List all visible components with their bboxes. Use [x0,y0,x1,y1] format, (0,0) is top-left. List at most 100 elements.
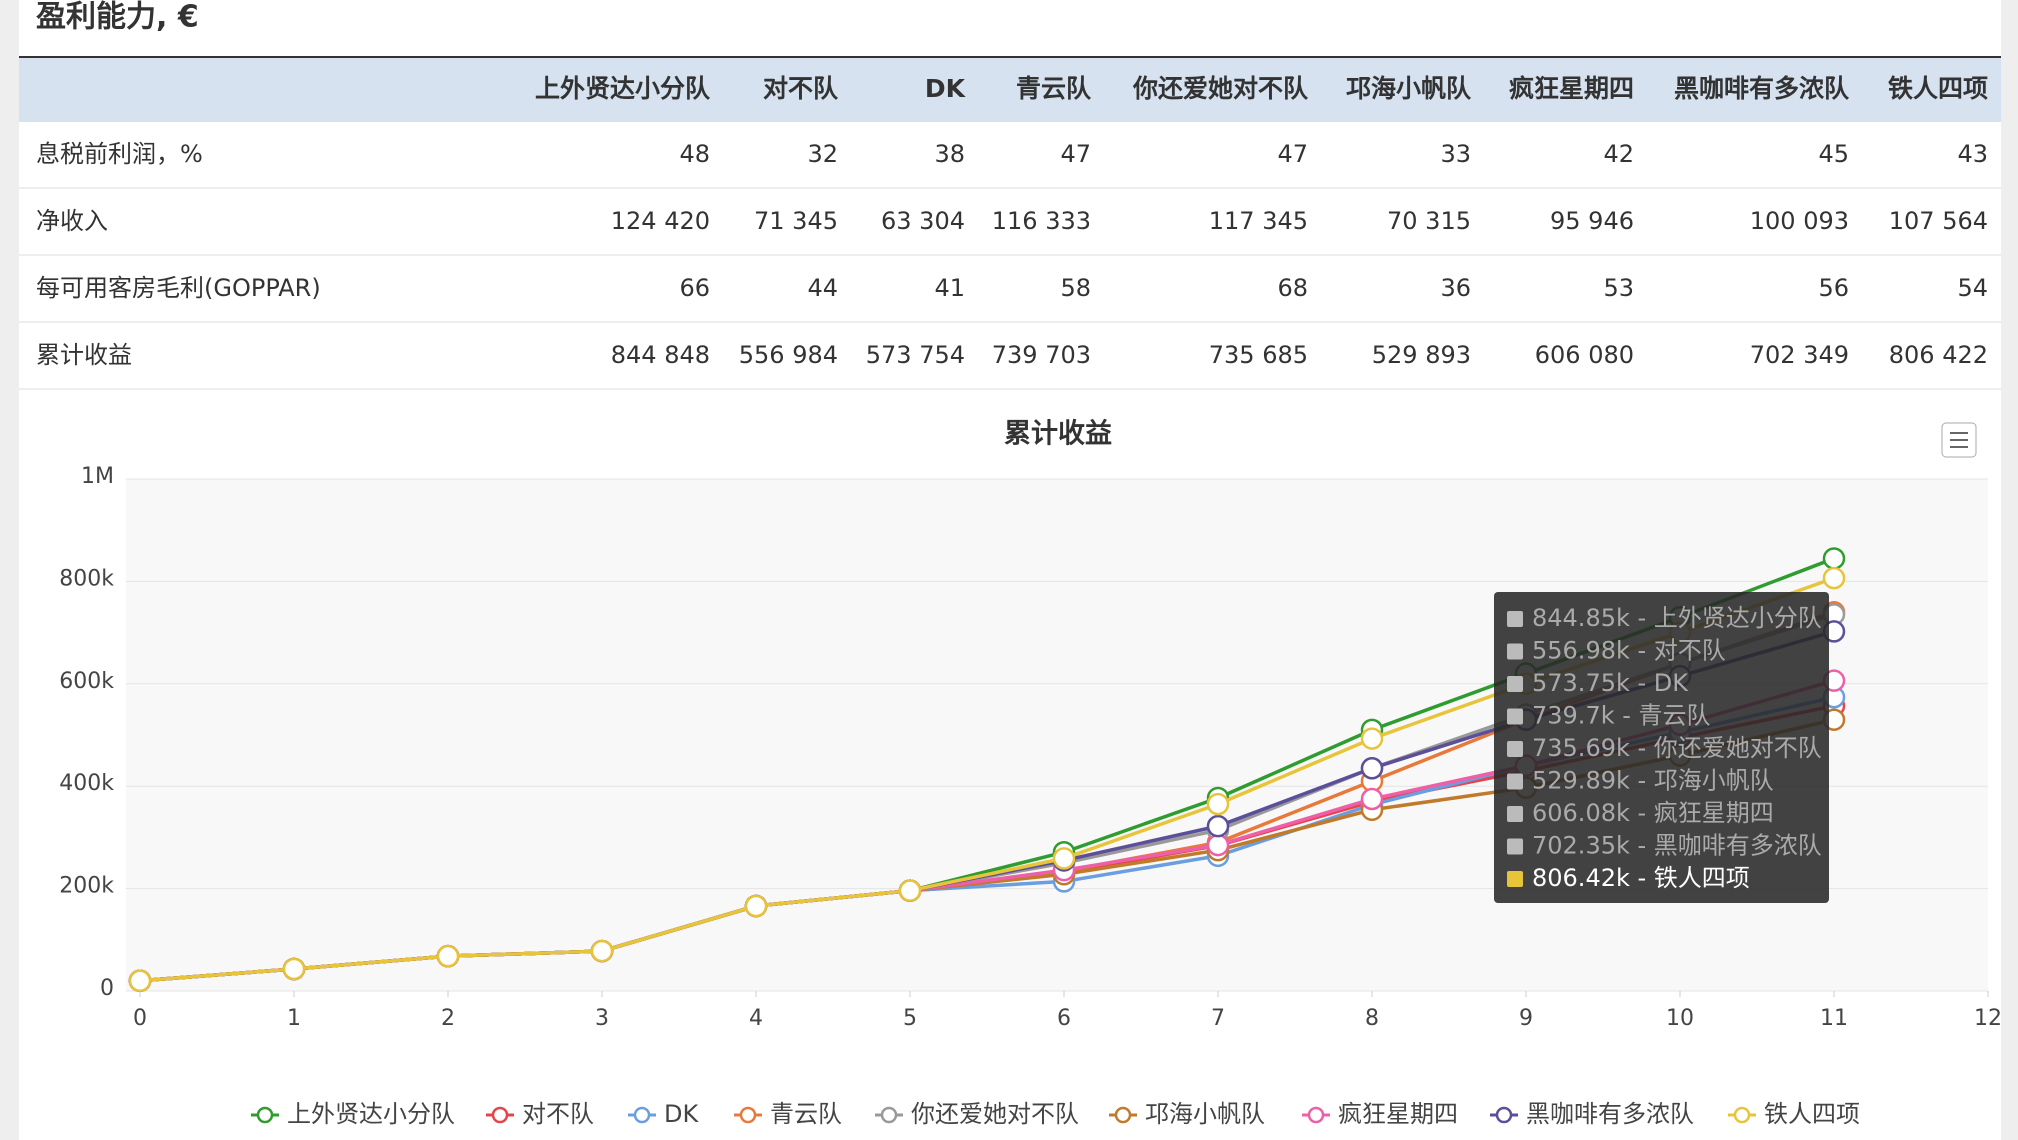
cell: 38 [934,140,965,168]
cell: 95 946 [1550,207,1634,235]
column-header: 上外贤达小分队 [535,74,711,103]
tooltip-text: 739.7k - 青云队 [1532,702,1711,730]
row-label: 累计收益 [36,341,132,369]
x-tick-label: 9 [1519,1006,1533,1031]
x-tick-label: 7 [1211,1006,1225,1031]
cell: 606 080 [1535,341,1634,369]
legend-item[interactable]: DK [628,1100,699,1128]
cell: 735 685 [1209,341,1308,369]
point [436,944,460,968]
cell: 702 349 [1750,341,1849,369]
y-tick-label: 1M [81,464,114,489]
legend-label: 对不队 [522,1100,594,1128]
x-tick-label: 6 [1057,1006,1071,1031]
column-header: DK [925,74,967,103]
legend-item[interactable]: 疯狂星期四 [1302,1100,1458,1128]
legend-marker [1307,1106,1325,1124]
cell: 806 422 [1889,341,1988,369]
tooltip-text: 735.69k - 你还爱她对不队 [1532,734,1822,762]
legend-label: 邛海小帆队 [1145,1100,1265,1128]
legend-label: 疯狂星期四 [1338,1100,1458,1128]
x-tick-label: 1 [287,1006,301,1031]
column-header: 青云队 [1016,74,1092,103]
cell: 33 [1440,140,1471,168]
y-tick-label: 0 [100,976,114,1001]
cell: 116 333 [992,207,1091,235]
tooltip-swatch [1507,708,1523,725]
tooltip-swatch [1507,773,1523,790]
cell: 529 893 [1372,341,1471,369]
tooltip-text: 606.08k - 疯狂星期四 [1532,799,1774,827]
y-tick-label: 400k [59,771,114,796]
tooltip-text: 806.42k - 铁人四项 [1532,864,1750,892]
cell: 573 754 [866,341,965,369]
cell: 739 703 [992,341,1091,369]
cell: 63 304 [881,207,965,235]
tooltip: 844.85k - 上外贤达小分队 556.98k - 对不队 573.75k - … [1494,592,1829,903]
tooltip-swatch [1507,643,1523,660]
tooltip-swatch [1507,806,1523,822]
cell: 53 [1603,274,1634,302]
y-tick-label: 600k [59,669,114,694]
cell: 42 [1603,140,1634,168]
cell: 44 [807,274,838,302]
cell: 70 315 [1387,207,1471,235]
legend-item[interactable]: 青云队 [734,1100,842,1128]
cell: 48 [679,140,710,168]
legend-item[interactable]: 你还爱她对不队 [875,1100,1079,1128]
legend-label: 黑咖啡有多浓队 [1526,1100,1694,1128]
legend-marker [1495,1106,1513,1124]
point [128,969,152,993]
cell: 36 [1440,274,1471,302]
legend-marker [880,1106,898,1124]
point [1822,566,1846,590]
tooltip-swatch [1507,838,1523,855]
menu-icon[interactable] [1950,432,1968,448]
cell: 58 [1060,274,1091,302]
cell: 124 420 [611,207,710,235]
point [744,894,768,918]
cell: 844 848 [611,341,710,369]
legend-marker [1733,1106,1751,1124]
legend-marker [1114,1106,1132,1124]
row-label: 净收入 [36,207,108,235]
y-tick-label: 800k [59,566,114,591]
point [1052,847,1076,870]
x-tick-label: 4 [749,1006,763,1031]
x-tick-label: 3 [595,1006,609,1031]
cell: 41 [934,274,965,302]
point [1360,757,1384,780]
x-tick-label: 10 [1666,1006,1694,1031]
cell: 556 984 [739,341,838,369]
point [1206,792,1230,816]
legend-item[interactable]: 铁人四项 [1728,1100,1860,1128]
page-title: 盈利能力, € [36,0,199,35]
point [1360,787,1384,811]
tooltip-box [1494,592,1829,903]
x-tick-label: 0 [133,1006,147,1031]
legend-marker [491,1106,509,1124]
cell: 32 [807,140,838,168]
menu-button[interactable] [1941,422,1977,458]
x-tick-label: 12 [1974,1006,2002,1031]
tooltip-swatch [1507,741,1523,757]
column-header: 邛海小帆队 [1346,74,1472,103]
legend-item[interactable]: 上外贤达小分队 [251,1100,455,1128]
x-tick-label: 8 [1365,1006,1379,1031]
cell: 66 [679,274,710,302]
legend-item[interactable]: 对不队 [486,1100,594,1128]
x-tick-label: 5 [903,1006,917,1031]
legend-item[interactable]: 邛海小帆队 [1109,1100,1265,1128]
cell: 47 [1277,140,1308,168]
point [1206,833,1230,857]
column-header: 你还爱她对不队 [1132,74,1309,103]
column-header: 黑咖啡有多浓队 [1674,74,1850,103]
legend-item[interactable]: 黑咖啡有多浓队 [1490,1100,1694,1128]
chart-title: 累计收益 [1004,419,1112,450]
tooltip-text: 844.85k - 上外贤达小分队 [1532,604,1822,632]
point [590,939,614,963]
legend-marker [739,1106,757,1124]
x-tick-label: 11 [1820,1006,1848,1031]
